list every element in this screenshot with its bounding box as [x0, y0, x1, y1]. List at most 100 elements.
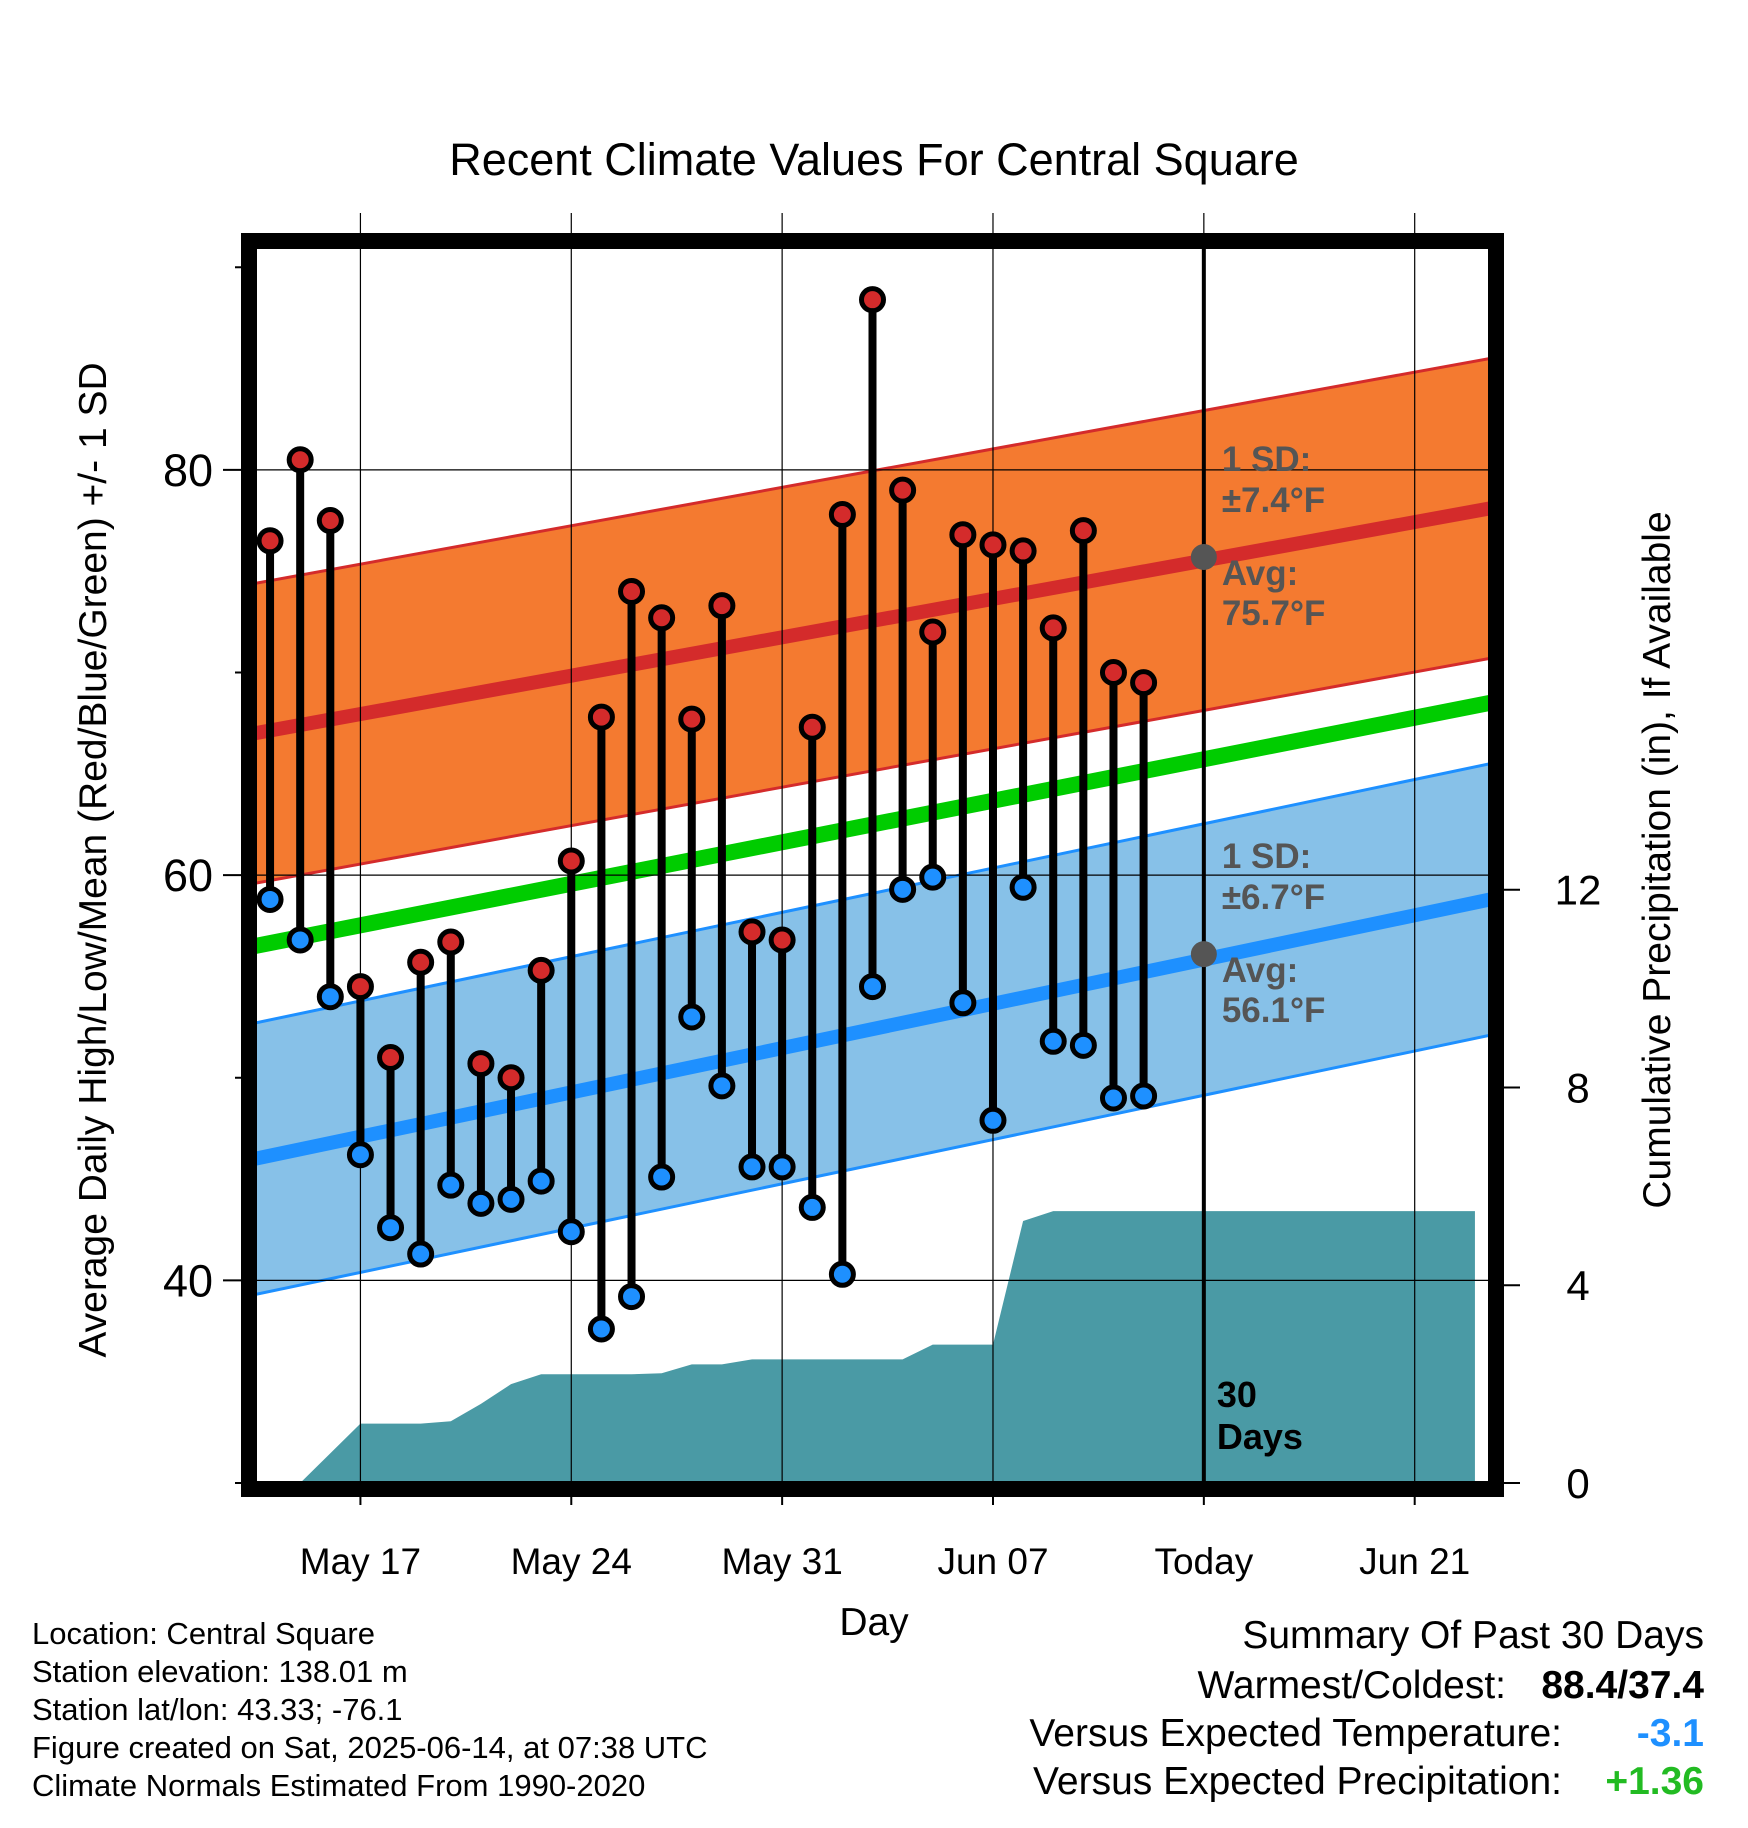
- daily-low-point: [316, 983, 344, 1011]
- plot-interior: [255, 247, 1490, 1483]
- daily-high-point: [859, 286, 886, 314]
- y-left-tick-label: 80: [163, 445, 213, 496]
- daily-low-point: [889, 875, 917, 903]
- daily-high-point: [256, 527, 284, 555]
- daily-low-point: [949, 989, 977, 1017]
- y-right-tick-label: 4: [1566, 1262, 1589, 1309]
- low-sd-label-line2: ±6.7°F: [1222, 878, 1325, 917]
- summary-warmest-row: Warmest/Coldest: 88.4/37.4: [1029, 1662, 1704, 1710]
- window-label-line2: Days: [1217, 1416, 1303, 1457]
- precip-label: Versus Expected Precipitation:: [1033, 1760, 1562, 1803]
- daily-high-point: [467, 1050, 495, 1078]
- y-right-tick-label: 8: [1566, 1064, 1589, 1111]
- daily-high-point: [708, 592, 736, 620]
- created-text: Figure created on Sat, 2025-06-14, at 07…: [32, 1730, 708, 1765]
- daily-low-point: [618, 1283, 646, 1311]
- daily-low-point: [828, 1260, 856, 1288]
- daily-low-point: [738, 1153, 766, 1181]
- x-tick-label: Today: [1154, 1541, 1253, 1582]
- daily-high-point: [1069, 517, 1097, 545]
- daily-low-point: [979, 1106, 1007, 1134]
- summary-precip-row: Versus Expected Precipitation: +1.36: [1029, 1758, 1704, 1806]
- warmest-label: Warmest/Coldest:: [1197, 1664, 1506, 1707]
- daily-low-point: [557, 1218, 585, 1246]
- x-tick-label: Jun 07: [937, 1541, 1048, 1582]
- daily-low-point: [377, 1214, 405, 1242]
- daily-low-point: [587, 1315, 615, 1343]
- daily-high-point: [979, 531, 1007, 559]
- elevation-text: Station elevation: 138.01 m: [32, 1654, 408, 1689]
- daily-low-point: [346, 1141, 374, 1169]
- low-avg-label-line1: Avg:: [1222, 951, 1298, 990]
- window-label-line1: 30: [1217, 1374, 1257, 1415]
- x-tick-label: May 24: [511, 1541, 632, 1582]
- y-right-tick-label: 0: [1566, 1460, 1589, 1507]
- daily-high-point: [557, 847, 585, 875]
- daily-high-point: [437, 928, 465, 956]
- y-right-tick-label: 12: [1555, 867, 1602, 914]
- x-tick-label: May 31: [721, 1541, 842, 1582]
- summary-panel: Summary Of Past 30 Days Warmest/Coldest:…: [1029, 1614, 1704, 1806]
- y-axis-right-label: Cumulative Precipitation (in), If Availa…: [1636, 511, 1679, 1208]
- daily-high-point: [377, 1043, 405, 1071]
- high-avg-label-line1: Avg:: [1222, 554, 1298, 593]
- daily-low-point: [648, 1163, 676, 1191]
- daily-low-point: [1130, 1082, 1158, 1110]
- daily-low-point: [527, 1167, 555, 1195]
- daily-high-point: [1009, 537, 1037, 565]
- daily-low-point: [1009, 873, 1037, 901]
- location-text: Location: Central Square: [32, 1616, 375, 1651]
- daily-high-point: [497, 1064, 525, 1092]
- daily-low-point: [437, 1171, 465, 1199]
- daily-high-point: [286, 446, 314, 474]
- daily-high-point: [738, 918, 766, 946]
- daily-high-point: [889, 476, 917, 504]
- x-tick-label: Jun 21: [1359, 1541, 1470, 1582]
- daily-low-point: [286, 926, 314, 954]
- daily-low-point: [1099, 1084, 1127, 1112]
- daily-high-point: [828, 500, 856, 528]
- daily-low-point: [798, 1193, 826, 1221]
- x-axis-label: Day: [839, 1601, 909, 1644]
- precip-value: +1.36: [1605, 1760, 1704, 1803]
- daily-low-point: [1039, 1027, 1067, 1055]
- today-avg-low-marker: [1190, 941, 1217, 968]
- daily-high-point: [618, 577, 646, 605]
- daily-high-point: [1039, 614, 1067, 642]
- today-avg-high-marker: [1190, 544, 1217, 571]
- daily-high-point: [949, 521, 977, 549]
- daily-high-point: [648, 604, 676, 632]
- high-sd-label-line2: ±7.4°F: [1222, 481, 1325, 520]
- daily-low-point: [708, 1072, 736, 1100]
- daily-low-point: [467, 1189, 495, 1217]
- daily-low-point: [919, 863, 947, 891]
- daily-high-point: [1130, 669, 1158, 697]
- low-sd-label-line1: 1 SD:: [1222, 837, 1311, 876]
- daily-high-point: [798, 713, 826, 741]
- daily-high-point: [346, 973, 374, 1001]
- temp-label: Versus Expected Temperature:: [1029, 1712, 1562, 1755]
- summary-temp-row: Versus Expected Temperature: -3.1: [1029, 1710, 1704, 1758]
- low-avg-label-line2: 56.1°F: [1222, 991, 1326, 1030]
- normals-text: Climate Normals Estimated From 1990-2020: [32, 1768, 646, 1803]
- daily-high-point: [316, 507, 344, 535]
- daily-high-point: [527, 956, 555, 984]
- daily-low-point: [768, 1153, 796, 1181]
- temp-value: -3.1: [1636, 1712, 1704, 1755]
- station-info: Location: Central Square Station elevati…: [32, 1615, 708, 1805]
- chart-title: Recent Climate Values For Central Square: [449, 134, 1299, 185]
- plot-frame: [241, 233, 1504, 1497]
- y-left-tick-label: 60: [163, 850, 213, 901]
- daily-high-point: [919, 618, 947, 646]
- daily-low-point: [256, 885, 284, 913]
- daily-high-point: [1099, 659, 1127, 687]
- daily-high-point: [678, 705, 706, 733]
- daily-high-point: [587, 703, 615, 731]
- y-axis-left-label: Average Daily High/Low/Mean (Red/Blue/Gr…: [72, 362, 115, 1357]
- daily-low-point: [859, 973, 886, 1001]
- y-left-tick-label: 40: [163, 1255, 213, 1306]
- daily-low-point: [1069, 1031, 1097, 1059]
- daily-high-point: [768, 926, 796, 954]
